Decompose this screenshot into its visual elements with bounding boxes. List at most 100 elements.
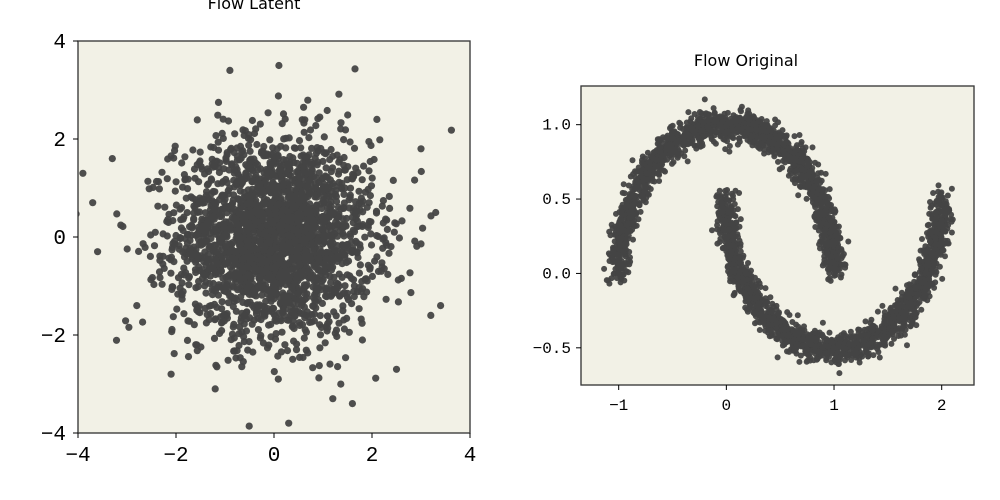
moons-point	[726, 143, 733, 149]
latent-point	[373, 253, 381, 261]
moons-point	[625, 182, 632, 189]
latent-point	[273, 237, 281, 245]
latent-point	[271, 335, 280, 343]
latent-point	[272, 312, 280, 321]
latent-point	[139, 240, 147, 248]
moons-point	[812, 210, 819, 217]
latent-point	[184, 175, 192, 183]
latent-point	[318, 224, 326, 232]
latent-point	[212, 361, 220, 369]
latent-point	[202, 289, 210, 297]
latent-point	[355, 305, 363, 313]
latent-point	[182, 268, 190, 277]
moons-point	[626, 248, 633, 255]
latent-point	[235, 341, 243, 350]
latent-point	[397, 274, 405, 282]
latent-point	[341, 282, 349, 290]
moons-point	[721, 110, 728, 117]
latent-point	[217, 267, 225, 275]
moons-point	[677, 124, 684, 131]
latent-point	[340, 251, 348, 259]
moons-point	[826, 269, 833, 276]
moons-point	[678, 150, 685, 157]
latent-point	[308, 144, 316, 152]
latent-point	[125, 323, 133, 331]
latent-point	[231, 294, 239, 302]
moons-point	[721, 130, 728, 137]
latent-point	[227, 247, 235, 255]
moons-point	[813, 201, 819, 208]
latent-point	[337, 183, 345, 192]
latent-point	[181, 153, 189, 161]
moons-point	[615, 261, 622, 268]
latent-point	[195, 159, 203, 167]
latent-point	[385, 249, 393, 257]
latent-point	[154, 202, 162, 210]
moons-point	[686, 133, 693, 140]
latent-point	[357, 194, 365, 202]
latent-point	[187, 221, 195, 229]
moons-point	[737, 106, 744, 113]
latent-point	[332, 279, 340, 287]
moons-point	[838, 271, 845, 278]
latent-point	[89, 199, 97, 207]
latent-point	[245, 212, 253, 220]
latent-point	[432, 208, 440, 217]
moons-point	[633, 169, 639, 176]
latent-point	[183, 257, 191, 265]
moons-point	[804, 163, 811, 170]
latent-point	[355, 269, 363, 277]
moons-point	[735, 125, 742, 132]
moons-point	[662, 168, 668, 175]
latent-point	[171, 240, 179, 248]
latent-point	[318, 213, 326, 221]
moons-point	[816, 186, 822, 193]
latent-point	[178, 204, 186, 212]
moons-point	[701, 133, 708, 140]
latent-point	[218, 129, 226, 137]
moons-point	[644, 176, 650, 183]
latent-point	[171, 187, 179, 195]
moons-point	[779, 164, 786, 171]
latent-point	[173, 305, 181, 313]
latent-point	[247, 273, 255, 281]
latent-point	[276, 270, 285, 278]
moons-point	[820, 199, 827, 206]
latent-point	[267, 248, 275, 256]
latent-point	[239, 215, 247, 223]
latent-point	[331, 329, 339, 337]
latent-point	[170, 258, 178, 266]
latent-point	[257, 254, 265, 262]
moons-point	[659, 161, 666, 168]
latent-point	[385, 192, 393, 200]
latent-point	[406, 204, 414, 212]
latent-point	[222, 240, 230, 248]
latent-point	[300, 285, 308, 293]
latent-point	[335, 90, 343, 98]
moons-point	[695, 123, 702, 129]
moons-point	[612, 266, 619, 272]
latent-point	[146, 252, 154, 260]
moons-point	[710, 105, 717, 112]
latent-point	[329, 395, 337, 403]
latent-point	[280, 261, 288, 269]
latent-point	[265, 341, 273, 349]
latent-point	[306, 207, 314, 216]
moons-point	[716, 187, 723, 194]
moons-point	[948, 185, 955, 192]
moons-point	[753, 126, 760, 133]
latent-point	[183, 336, 192, 344]
latent-point	[193, 116, 201, 124]
moons-point	[767, 133, 774, 140]
moons-point	[756, 327, 763, 333]
latent-point	[260, 242, 269, 250]
latent-point	[299, 204, 307, 212]
moons-point	[805, 181, 812, 187]
latent-point	[277, 142, 285, 150]
moons-point	[708, 127, 714, 134]
latent-point	[246, 192, 254, 200]
latent-point	[233, 178, 241, 187]
latent-point	[214, 138, 222, 146]
moons-point	[807, 191, 814, 198]
latent-point	[266, 158, 274, 167]
